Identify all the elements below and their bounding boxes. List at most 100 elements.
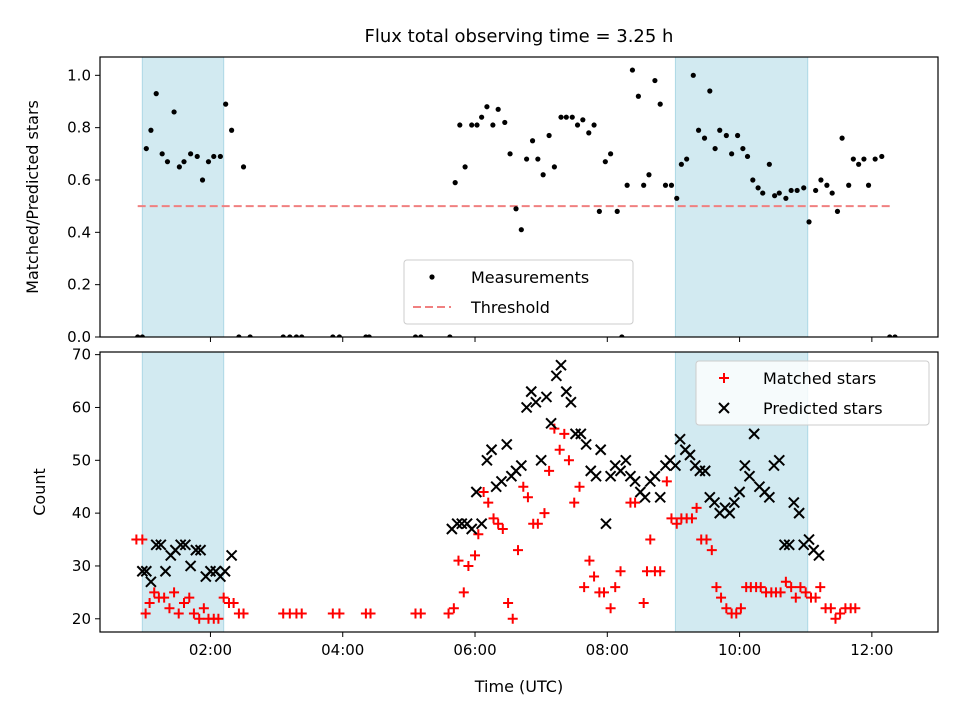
data-point (629, 475, 641, 488)
data-point (646, 172, 652, 178)
data-point (149, 587, 160, 598)
data-point (218, 592, 229, 603)
data-point (522, 492, 533, 503)
data-point (159, 592, 170, 603)
data-point (794, 187, 800, 194)
series-matched-stars (131, 423, 861, 624)
data-point (466, 523, 478, 535)
data-point (776, 190, 782, 196)
data-point (773, 454, 785, 467)
data-point (213, 613, 224, 624)
x-tick-label: 02:00 (189, 641, 232, 659)
data-point (569, 497, 580, 508)
x-tick-label: 12:00 (850, 641, 893, 659)
legend-marker (718, 402, 730, 414)
data-point (164, 603, 175, 614)
data-point (684, 449, 696, 461)
data-point (731, 608, 742, 619)
data-point (563, 114, 569, 120)
data-point (810, 592, 821, 603)
data-point (174, 539, 187, 551)
data-point (535, 156, 541, 162)
data-point (418, 334, 424, 337)
y-tick-label: 60 (72, 398, 91, 416)
axes-frame (99, 351, 939, 633)
data-point (497, 523, 508, 534)
data-point (280, 334, 286, 337)
data-point (143, 145, 149, 152)
y-axis-label: Matched/Predicted stars (23, 100, 42, 294)
bottom-panel: 20 30 40 50 60 70 02:00 04:00 06:00 08:00 10:00 12:… (30, 346, 939, 659)
data-point (544, 465, 555, 476)
data-point (495, 106, 501, 112)
data-point (850, 603, 861, 614)
legend-label: Matched stars (763, 369, 876, 388)
data-point (443, 608, 454, 619)
x-tick-label: 06:00 (453, 641, 496, 659)
data-point (473, 529, 484, 540)
data-point (145, 576, 157, 588)
data-point (228, 597, 239, 608)
data-point (872, 156, 878, 162)
data-point (586, 130, 592, 136)
data-point (554, 444, 565, 455)
data-point (620, 454, 632, 467)
data-point (666, 513, 677, 524)
data-point (169, 587, 180, 598)
data-point (740, 145, 746, 152)
data-point (729, 151, 735, 157)
data-point (615, 566, 626, 577)
legend-box (695, 360, 930, 426)
data-point (247, 334, 253, 337)
data-point (691, 502, 702, 513)
data-point (495, 475, 508, 488)
data-point (772, 193, 778, 199)
data-point (830, 613, 841, 624)
data-point (296, 608, 307, 619)
data-point (671, 518, 682, 529)
data-point (539, 508, 550, 519)
shaded-span (141, 352, 225, 632)
data-point (463, 560, 474, 571)
data-point (532, 518, 543, 529)
data-point (743, 470, 756, 482)
data-point (829, 190, 835, 196)
data-point (475, 517, 488, 530)
data-point (575, 428, 587, 440)
data-point (524, 156, 530, 162)
data-point (721, 603, 732, 614)
data-point (856, 161, 862, 167)
data-point (194, 613, 205, 624)
data-point (555, 359, 567, 371)
data-point (629, 67, 636, 73)
y-tick-label: 50 (72, 451, 91, 469)
top-panel: 0.0 0.2 0.4 0.6 0.8 1.0 Matched/Predicted star… (23, 56, 939, 346)
data-point (649, 470, 661, 482)
data-point (478, 487, 489, 497)
data-point (678, 161, 684, 167)
y-tick-label: 70 (72, 346, 91, 364)
data-point (591, 122, 597, 128)
data-point (824, 182, 830, 188)
data-point (619, 334, 625, 337)
data-point (148, 127, 154, 133)
data-point (229, 127, 235, 133)
data-point (641, 182, 647, 188)
y-tick-label: 0.4 (67, 223, 91, 241)
y-tick-label: 30 (72, 557, 91, 575)
data-point (415, 608, 426, 619)
data-point (479, 114, 485, 120)
data-point (580, 438, 592, 451)
data-point (766, 161, 772, 167)
data-point (513, 545, 524, 556)
data-point (171, 109, 177, 115)
data-point (584, 555, 595, 566)
x-axis-label: Time (UTC) (474, 677, 563, 696)
data-point (194, 544, 207, 556)
data-point (452, 180, 458, 186)
y-tick-label: 0.0 (67, 328, 91, 346)
data-point (501, 438, 513, 451)
data-point (483, 497, 494, 508)
data-point (223, 101, 229, 107)
data-point (181, 159, 187, 165)
